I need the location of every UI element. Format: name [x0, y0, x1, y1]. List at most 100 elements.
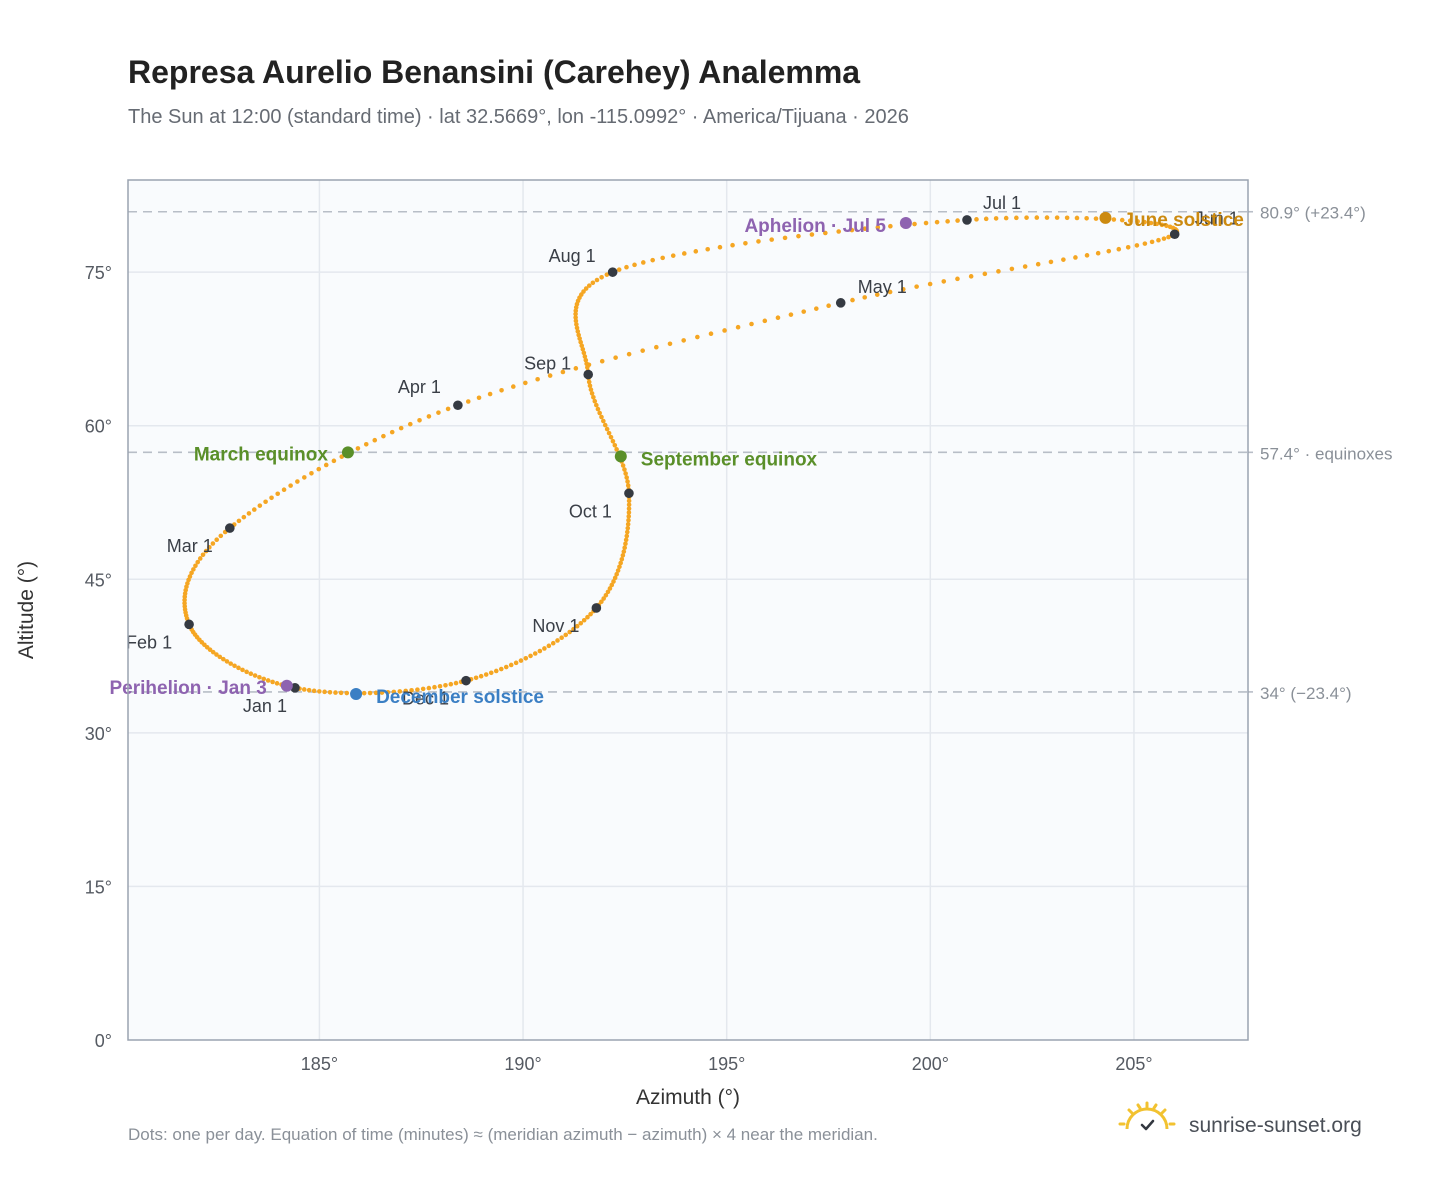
day-dot: [214, 652, 219, 657]
day-dot: [214, 537, 220, 543]
day-dot: [257, 503, 263, 508]
day-dot: [574, 322, 579, 327]
day-dot: [722, 328, 727, 333]
day-dot: [968, 274, 974, 279]
day-dot: [316, 466, 322, 472]
day-dot: [251, 507, 257, 512]
day-dot: [749, 321, 754, 327]
day-dot: [573, 366, 579, 371]
day-dot: [571, 626, 576, 632]
day-dot: [322, 689, 327, 695]
day-dot: [583, 286, 589, 291]
brand-name: sunrise-sunset.org: [1189, 1114, 1362, 1137]
day-dot: [236, 665, 241, 671]
day-dot: [577, 336, 582, 341]
day-dot: [585, 614, 590, 620]
day-dot: [900, 286, 906, 292]
day-dot: [756, 239, 761, 244]
day-dot: [487, 391, 493, 397]
day-dot: [274, 681, 280, 686]
day-dot: [210, 541, 216, 546]
day-dot: [982, 271, 988, 277]
day-dot: [1106, 248, 1112, 254]
day-dot: [344, 690, 350, 696]
day-dot: [608, 434, 614, 440]
day-dot: [1149, 239, 1155, 245]
day-dot: [616, 267, 622, 272]
day-dot: [623, 471, 628, 476]
day-dot: [578, 620, 584, 626]
day-dot: [232, 663, 237, 669]
day-dot: [1159, 222, 1165, 228]
day-dot: [875, 225, 881, 230]
x-axis-ticks: 185° 190° 195° 200° 205°: [301, 1054, 1153, 1074]
day-dot: [620, 553, 626, 558]
day-dot: [542, 646, 547, 651]
day-dot: [1084, 215, 1089, 221]
day-dot: [1164, 223, 1169, 229]
day-dot: [622, 545, 627, 550]
day-dot: [590, 280, 596, 286]
day-dot: [581, 350, 587, 356]
day-dot: [1148, 220, 1154, 226]
day-dot: [511, 384, 516, 389]
day-dot: [717, 244, 723, 250]
day-dot: [417, 417, 422, 423]
day-dot: [252, 673, 258, 678]
day-dot: [695, 334, 700, 340]
day-dot: [275, 491, 281, 497]
day-dot: [650, 257, 655, 263]
day-dot: [381, 433, 386, 439]
day-dot: [488, 670, 494, 676]
day-dot: [618, 560, 623, 566]
month-label: Jun 1: [1195, 208, 1239, 228]
day-dot: [546, 643, 552, 649]
day-dot: [625, 521, 631, 527]
day-dot: [465, 399, 471, 404]
day-dot: [391, 689, 397, 695]
day-dot: [1048, 259, 1054, 265]
day-dot: [270, 679, 275, 685]
day-dot: [809, 232, 815, 237]
day-dot: [582, 354, 588, 359]
day-dot: [626, 506, 632, 511]
day-dot: [604, 272, 610, 277]
day-dot: [263, 499, 268, 505]
day-dot: [574, 325, 580, 331]
day-dot: [604, 426, 610, 432]
day-dot: [327, 689, 333, 695]
day-dot: [1009, 266, 1015, 272]
day-dot: [547, 373, 553, 378]
day-dot: [265, 678, 271, 683]
day-dot: [236, 518, 242, 524]
day-dot: [612, 575, 618, 581]
day-dot: [587, 383, 593, 389]
day-dot: [1166, 234, 1171, 240]
day-dot: [588, 611, 593, 617]
day-dot: [200, 552, 206, 558]
day-dot: [333, 690, 338, 695]
day-dot: [574, 623, 580, 629]
day-dot: [605, 589, 611, 595]
day-dot: [493, 668, 499, 674]
month-marker: [453, 400, 463, 411]
day-dot: [573, 308, 579, 313]
day-dot: [193, 563, 198, 569]
day-dot: [363, 441, 369, 447]
month-marker: [607, 267, 618, 277]
day-dot: [613, 355, 618, 360]
day-dot: [927, 281, 933, 287]
y-axis-label: Altitude (°): [15, 561, 38, 659]
day-dot: [626, 517, 631, 523]
day-dot: [513, 660, 519, 666]
event-label: September equinox: [641, 449, 818, 470]
day-dot: [624, 475, 629, 480]
day-dot: [974, 217, 979, 222]
day-dot: [620, 463, 626, 468]
day-dot: [426, 414, 432, 419]
day-dot: [573, 311, 578, 317]
day-dot: [372, 437, 378, 443]
day-dot: [1119, 217, 1125, 223]
day-dot: [1022, 264, 1028, 269]
day-dot: [398, 425, 404, 431]
